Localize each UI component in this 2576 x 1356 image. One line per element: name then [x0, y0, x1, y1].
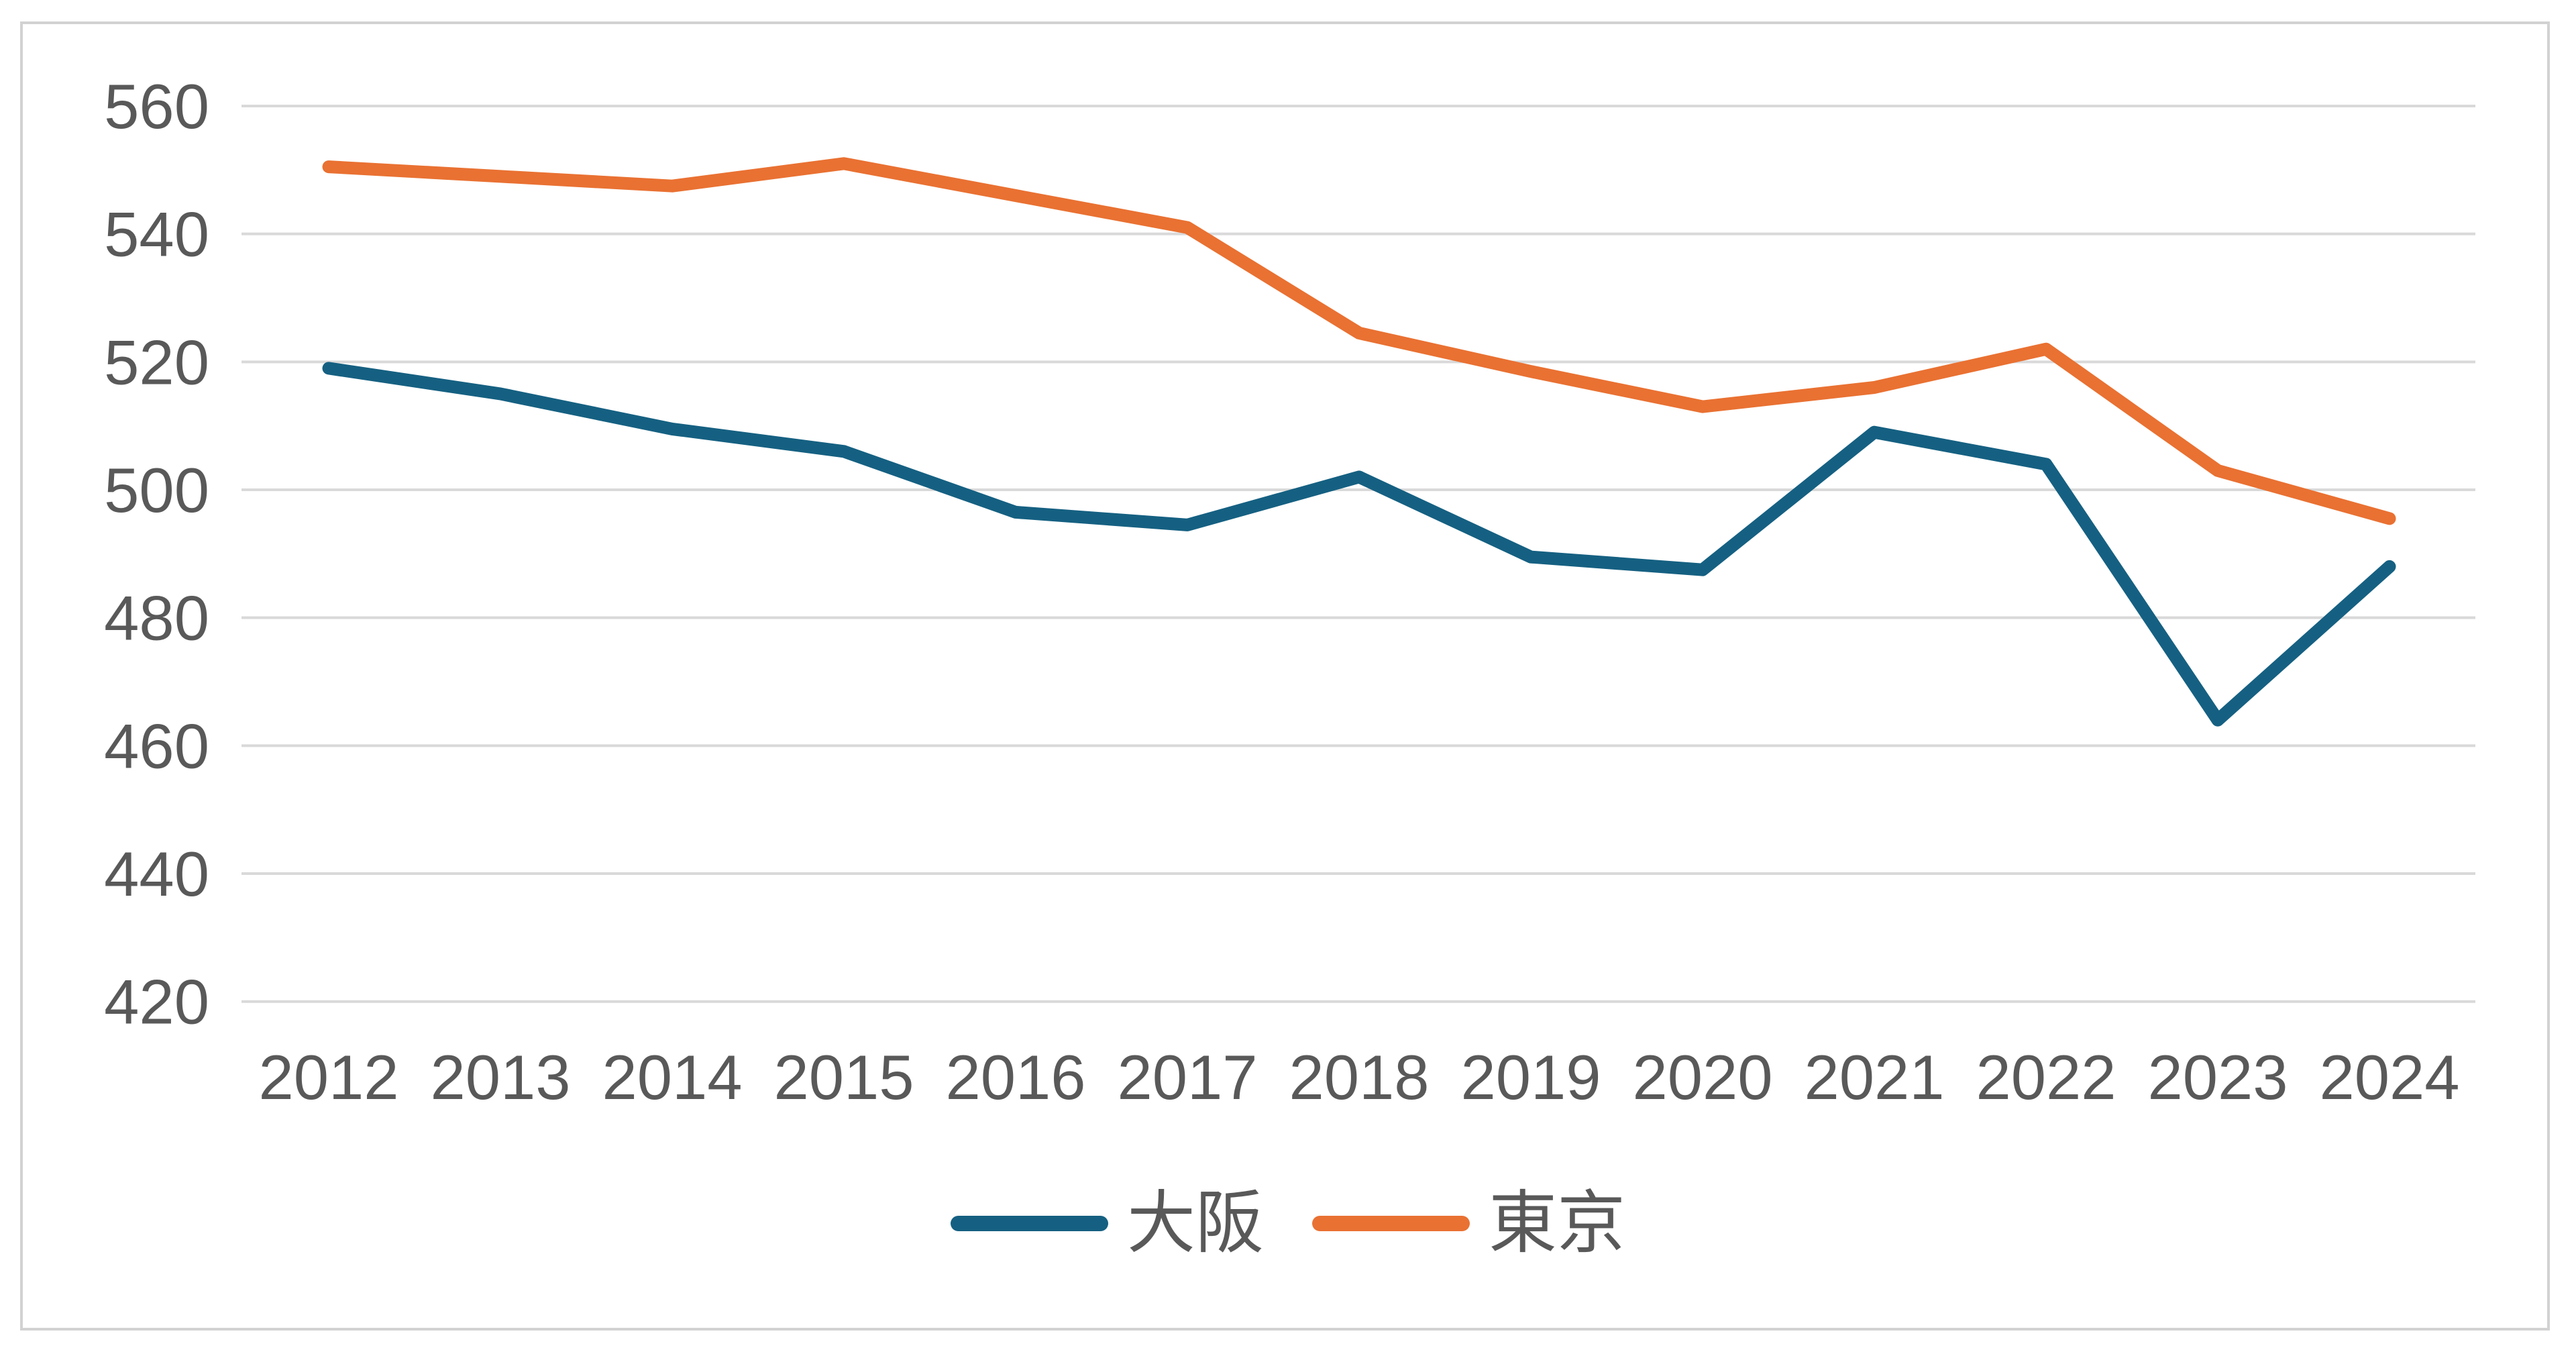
legend-label-osaka: 大阪: [1127, 1185, 1264, 1261]
x-tick-label: 2014: [602, 1042, 742, 1112]
x-tick-label: 2016: [945, 1042, 1085, 1112]
x-tick-label: 2021: [1804, 1042, 1944, 1112]
x-tick-label: 2018: [1289, 1042, 1429, 1112]
x-tick-label: 2020: [1632, 1042, 1772, 1112]
x-tick-label: 2012: [258, 1042, 398, 1112]
chart-frame-border: [20, 21, 2550, 1331]
legend-item-tokyo: 東京: [1312, 1189, 1625, 1257]
x-tick-label: 2015: [773, 1042, 914, 1112]
y-tick-label: 540: [104, 199, 209, 270]
legend: 大阪 東京: [0, 1189, 2576, 1257]
legend-label-tokyo: 東京: [1489, 1185, 1625, 1261]
x-tick-label: 2013: [430, 1042, 570, 1112]
x-tick-label: 2022: [1976, 1042, 2116, 1112]
y-tick-label: 560: [104, 71, 209, 142]
y-tick-label: 420: [104, 967, 209, 1037]
legend-item-osaka: 大阪: [951, 1189, 1264, 1257]
x-tick-label: 2023: [2147, 1042, 2288, 1112]
series-line-osaka: [322, 362, 2396, 727]
legend-line-swatch-osaka-icon: [951, 1215, 1108, 1231]
x-tick-label: 2024: [2319, 1042, 2459, 1112]
y-tick-label: 500: [104, 455, 209, 525]
x-tick-label: 2017: [1117, 1042, 1257, 1112]
x-tick-label: 2019: [1460, 1042, 1601, 1112]
legend-line-swatch-tokyo-icon: [1312, 1215, 1470, 1231]
y-tick-label: 480: [104, 583, 209, 654]
y-tick-label: 460: [104, 711, 209, 781]
y-tick-label: 440: [104, 839, 209, 909]
y-tick-label: 520: [104, 327, 209, 397]
series-line-tokyo: [322, 157, 2396, 525]
